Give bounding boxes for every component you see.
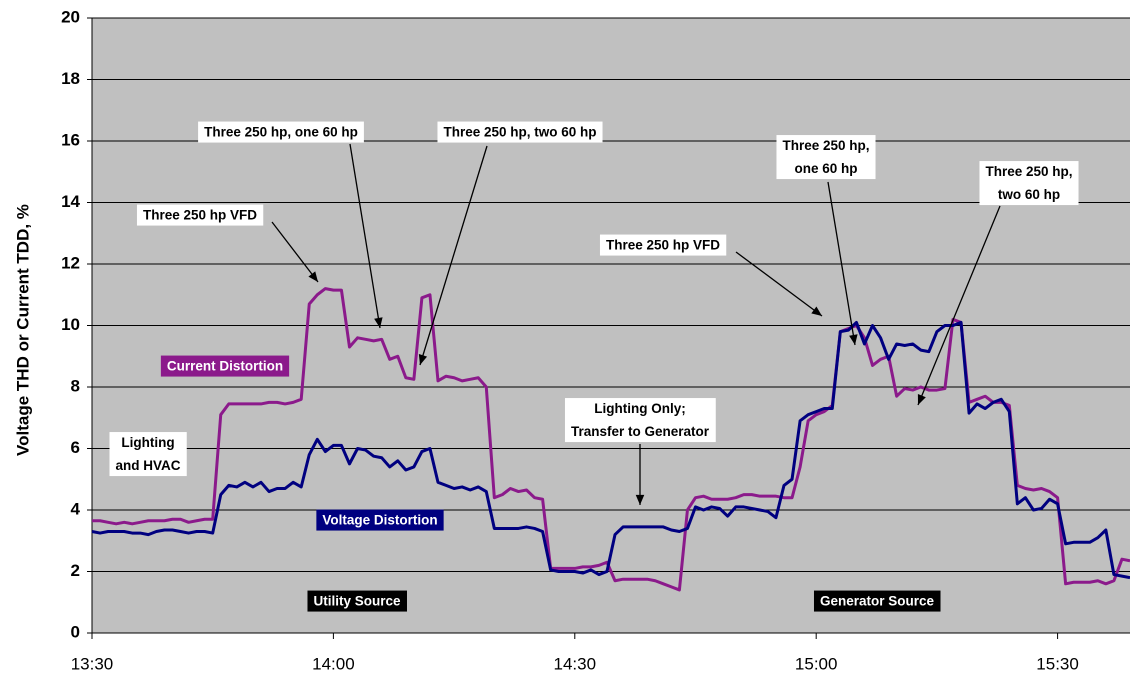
annotation: Three 250 hp, two 60 hp bbox=[437, 121, 603, 143]
annotation-text: Generator Source bbox=[820, 594, 935, 609]
annotation: Lighting and HVAC bbox=[109, 432, 187, 477]
annotation-arrowhead bbox=[917, 394, 926, 405]
x-tick-label: 15:00 bbox=[795, 654, 838, 673]
series-label-box bbox=[316, 509, 444, 531]
annotation-arrowhead bbox=[308, 271, 318, 282]
series-label-text: Voltage Distortion bbox=[322, 513, 437, 528]
x-tick-label: 14:30 bbox=[554, 654, 597, 673]
annotation-text: Three 250 hp VFD bbox=[606, 238, 720, 253]
series-label-text: Current Distortion bbox=[167, 359, 283, 374]
annotation-arrowhead bbox=[418, 354, 428, 365]
annotation-text: Lighting Only; bbox=[594, 401, 685, 416]
annotation-box bbox=[437, 121, 603, 143]
x-tick-label: 13:30 bbox=[71, 654, 114, 673]
annotation-text: Three 250 hp, one 60 hp bbox=[204, 125, 358, 140]
x-tick-label: 14:00 bbox=[312, 654, 355, 673]
annotation-text: and HVAC bbox=[115, 458, 180, 473]
annotation-text: Transfer to Generator bbox=[571, 424, 710, 439]
series-line bbox=[91, 320, 1130, 580]
y-tick-label: 10 bbox=[61, 315, 80, 334]
y-tick-label: 4 bbox=[71, 499, 81, 518]
annotation-box bbox=[813, 590, 941, 612]
annotation-box bbox=[564, 398, 716, 443]
annotation-text: Three 250 hp, bbox=[985, 164, 1072, 179]
y-tick-label: 18 bbox=[61, 69, 80, 88]
series-line bbox=[92, 287, 1130, 592]
annotation-box bbox=[599, 234, 727, 256]
y-tick-label: 20 bbox=[61, 7, 80, 26]
annotation-box bbox=[979, 161, 1079, 206]
annotation-arrow bbox=[827, 181, 856, 346]
annotation-box bbox=[136, 204, 264, 226]
annotation-text: Three 250 hp, two 60 hp bbox=[443, 125, 596, 140]
annotation-box bbox=[776, 135, 876, 180]
y-tick-label: 6 bbox=[71, 438, 80, 457]
annotation: Three 250 hp, one 60 hp bbox=[198, 121, 364, 143]
annotation-box bbox=[109, 432, 187, 477]
series-label-box bbox=[160, 355, 290, 377]
annotation-text: two 60 hp bbox=[998, 187, 1060, 202]
series-label: Voltage Distortion bbox=[316, 509, 444, 531]
annotation-arrowhead bbox=[849, 334, 858, 345]
annotation: Utility Source bbox=[307, 590, 407, 612]
y-tick-label: 16 bbox=[61, 130, 80, 149]
series-label: Current Distortion bbox=[160, 355, 290, 377]
annotation-arrow bbox=[917, 205, 1001, 406]
annotation: Three 250 hp VFD bbox=[136, 204, 264, 226]
annotation: Three 250 hp, two 60 hp bbox=[979, 161, 1079, 206]
annotation-box bbox=[198, 121, 364, 143]
y-tick-label: 8 bbox=[71, 376, 80, 395]
annotation-text: Three 250 hp VFD bbox=[143, 208, 257, 223]
y-tick-label: 2 bbox=[71, 561, 80, 580]
annotation-arrowhead bbox=[635, 494, 645, 505]
annotation: Lighting Only; Transfer to Generator bbox=[564, 398, 716, 443]
annotation-arrow bbox=[271, 221, 319, 283]
y-axis-label: Voltage THD or Current TDD, % bbox=[13, 204, 32, 456]
y-tick-label: 0 bbox=[71, 622, 80, 641]
y-tick-label: 12 bbox=[61, 253, 80, 272]
annotation-arrow bbox=[349, 143, 381, 329]
x-tick-label: 15:30 bbox=[1036, 654, 1079, 673]
annotation-text: Utility Source bbox=[313, 594, 401, 609]
annotation-arrow bbox=[735, 251, 823, 317]
annotation-text: Lighting bbox=[121, 435, 174, 450]
annotation: Three 250 hp VFD bbox=[599, 234, 727, 256]
annotation-text: Three 250 hp, bbox=[782, 138, 869, 153]
annotation: Three 250 hp, one 60 hp bbox=[776, 135, 876, 180]
y-tick-label: 14 bbox=[61, 192, 80, 211]
annotation-text: one 60 hp bbox=[794, 161, 857, 176]
annotation-arrowhead bbox=[374, 317, 383, 328]
annotation-box bbox=[307, 590, 407, 612]
annotation-arrow bbox=[419, 145, 488, 366]
annotation: Generator Source bbox=[813, 590, 941, 612]
annotation-arrowhead bbox=[811, 306, 822, 316]
